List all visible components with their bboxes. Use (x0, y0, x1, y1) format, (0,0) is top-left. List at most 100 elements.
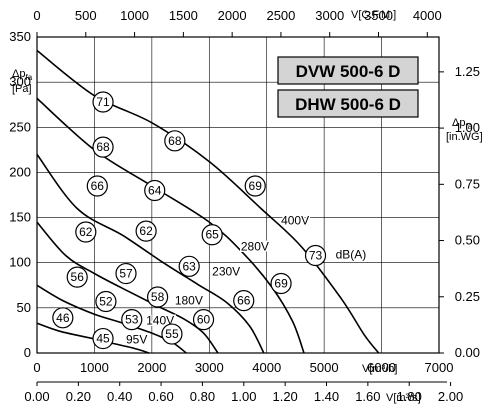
noise-level-circle (244, 175, 266, 197)
cfm-tick-label: 3500 (364, 8, 393, 23)
cfm-tick-label: 1500 (169, 8, 198, 23)
inwg-tick-label: 1.00 (455, 120, 480, 135)
noise-level-badge: 45 (92, 327, 114, 350)
noise-level-badge: 66 (86, 175, 108, 197)
noise-level-circle (92, 136, 114, 158)
noise-level-badge: 57 (115, 262, 137, 285)
pa-tick-label: 350 (9, 29, 31, 44)
voltage-label: 280V (241, 239, 269, 253)
noise-level-badge: 71 (92, 91, 114, 113)
noise-level-circle (75, 221, 97, 243)
noise-level-value: 69 (249, 179, 263, 193)
model-name-dvw: DVW 500-6 D (296, 62, 401, 81)
m3s-tick-label: 1.20 (272, 389, 297, 404)
noise-level-value: 65 (205, 228, 219, 242)
m3s-tick-label: 0.60 (148, 389, 173, 404)
cfm-tick-label: 500 (75, 8, 97, 23)
m3s-tick-label: 1.60 (355, 389, 380, 404)
noise-level-value: 69 (274, 276, 288, 290)
noise-level-badge: 62 (135, 220, 157, 242)
noise-level-circle (164, 130, 186, 152)
noise-level-badge: 65 (201, 224, 223, 246)
noise-level-circle (95, 290, 117, 313)
m3h-axis: 0 1000 2000 3000 4000 5000 6000 7000 (33, 360, 453, 375)
m3s-tick-label: 0.00 (24, 389, 49, 404)
m3h-tick-label: 4000 (252, 360, 281, 375)
m3h-tick-label: 6000 (367, 360, 396, 375)
noise-level-value: 56 (71, 270, 85, 284)
m3s-tick-label: 0.80 (190, 389, 215, 404)
noise-level-circle (161, 323, 183, 345)
noise-level-badge: 56 (66, 266, 88, 288)
noise-level-value: 62 (79, 225, 93, 239)
noise-level-circle (52, 307, 74, 329)
left-axis-title: Δpfa [Pa] (12, 68, 33, 95)
noise-level-circle (66, 266, 88, 288)
inwg-tick-label: 0.00 (455, 345, 480, 360)
pa-tick-label: 200 (9, 164, 31, 179)
noise-level-value: 58 (151, 290, 165, 304)
noise-level-value: 63 (183, 259, 197, 273)
inwg-axis-title: Δpfa (452, 117, 473, 131)
noise-level-badge: 53 (121, 308, 143, 331)
noise-level-circle (147, 286, 169, 308)
inwg-tick-label: 0.25 (455, 289, 480, 304)
m3s-tick-label: 1.00 (231, 389, 256, 404)
voltage-label: 180V (175, 294, 203, 308)
noise-level-value: 66 (91, 179, 105, 193)
voltage-label: 95V (126, 332, 147, 346)
m3h-tick-label: 0 (33, 360, 40, 375)
noise-level-circle (115, 262, 137, 285)
noise-level-value: 60 (197, 313, 211, 327)
cfm-axis-title: V[C.F.M.] (351, 9, 396, 21)
model-box-dvw: DVW 500-6 D (277, 56, 419, 85)
noise-level-value: 62 (139, 224, 153, 238)
pa-tick-label: 0 (24, 345, 31, 360)
noise-level-value: 45 (96, 332, 110, 346)
m3h-tick-label: 1000 (80, 360, 109, 375)
noise-level-value: 64 (148, 183, 162, 197)
noise-level-badge: 68 (92, 136, 114, 158)
model-name-dhw: DHW 500-6 D (295, 95, 401, 114)
m3h-tick-label: 2000 (137, 360, 166, 375)
cfm-tick-label: 2500 (266, 8, 295, 23)
noise-level-badge: 60 (192, 308, 215, 331)
pa-axis-title: Δpfa (12, 68, 33, 82)
inwg-tick-label: 0.75 (455, 176, 480, 191)
noise-level-circle (178, 255, 200, 277)
noise-level-badge: 73 (304, 244, 327, 267)
pa-tick-label: 300 (9, 74, 31, 89)
noise-level-value: 53 (125, 313, 139, 327)
voltage-label: 230V (212, 265, 240, 279)
pa-tick-label: 250 (9, 119, 31, 134)
m3h-axis-title: V[m³/h] (362, 363, 397, 375)
noise-level-value: 57 (119, 267, 133, 281)
voltage-label: 400V (281, 213, 309, 227)
m3h-tick-label: 5000 (310, 360, 339, 375)
cfm-tick-label: 1000 (120, 8, 149, 23)
noise-level-circle (92, 327, 114, 350)
m3s-axis-title: V[m³/s] (386, 392, 421, 404)
noise-level-value: 68 (168, 134, 182, 148)
noise-level-circle (86, 175, 108, 197)
noise-level-badges: 71 68 69 73 68 64 65 69 66 62 63 66 62 57 58 60 56 52 53 55… (52, 91, 327, 350)
inwg-tick-label: 0.50 (455, 233, 480, 248)
noise-unit-label: dB(A) (336, 248, 367, 262)
m3h-tick-label: 3000 (195, 360, 224, 375)
noise-level-circle (121, 308, 143, 331)
m3h-tick-label: 7000 (425, 360, 454, 375)
inwg-tick-label: 1.25 (455, 64, 480, 79)
noise-level-circle (92, 91, 114, 113)
cfm-tick-label: 3000 (315, 8, 344, 23)
right-axis-title: Δpfa [in.WG] (446, 117, 483, 143)
cfm-tick-label: 2000 (218, 8, 247, 23)
noise-level-circle (270, 272, 292, 295)
noise-level-badge: 66 (233, 290, 255, 312)
noise-level-circle (192, 308, 215, 331)
noise-level-circle (304, 244, 327, 267)
m3s-tick-label: 1.40 (314, 389, 339, 404)
noise-level-badge: 58 (147, 286, 169, 308)
noise-level-badge: 55 (161, 323, 183, 345)
plot-frame (36, 36, 440, 354)
